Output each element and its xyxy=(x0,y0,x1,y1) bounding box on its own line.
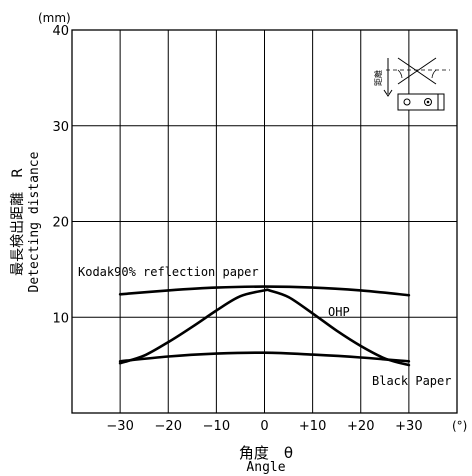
inset-distance-label: 距離 xyxy=(373,70,383,86)
x-tick-label: −30 xyxy=(106,419,133,434)
y-unit: (mm) xyxy=(38,11,71,25)
x-tick-labels: −30 −20 −10 0 +10 +20 +30 xyxy=(106,419,422,434)
y-tick-label: 40 xyxy=(52,24,69,39)
y-tick-label: 30 xyxy=(52,120,69,135)
inset-angle-arc xyxy=(431,69,437,79)
series-line-ohp xyxy=(118,288,411,367)
x-tick-label: −10 xyxy=(203,419,230,434)
grid xyxy=(72,29,457,413)
series-line-kodak xyxy=(118,285,411,297)
inset-emitter-icon xyxy=(403,98,411,106)
plot-area xyxy=(71,29,458,414)
x-axis-label: 角度 θ xyxy=(239,444,293,462)
inset-beam-line xyxy=(397,57,437,85)
inset-receiver-icon xyxy=(424,98,432,106)
x-unit: (°) xyxy=(452,419,467,433)
series-label-ohp: OHP xyxy=(328,305,350,319)
inset-arrowhead xyxy=(383,89,393,97)
inset-receiver-dot xyxy=(426,100,430,104)
y-tick-label: 20 xyxy=(52,216,69,231)
y-axis-label-en: Detecting distance xyxy=(27,151,42,292)
x-tick-label: +20 xyxy=(347,419,374,434)
series-lines xyxy=(118,285,411,367)
y-axis-label: 最長検出距離 R xyxy=(9,168,26,276)
series-label-black-paper: Black Paper xyxy=(372,374,451,388)
series-line-black-paper xyxy=(118,351,411,363)
y-tick-label: 10 xyxy=(52,311,69,326)
sensor-inset-diagram: 距離 xyxy=(373,57,450,111)
x-tick-label: +30 xyxy=(395,419,422,434)
series-label-kodak: Kodak90% reflection paper xyxy=(78,265,259,279)
y-tick-labels: 10 20 30 40 xyxy=(52,24,69,326)
x-tick-label: +10 xyxy=(299,419,326,434)
inset-sensor-mount xyxy=(437,93,445,111)
inset-angle-arc xyxy=(397,69,403,79)
x-tick-label: 0 xyxy=(260,419,268,434)
x-tick-label: −20 xyxy=(155,419,182,434)
x-axis-label-en: Angle xyxy=(246,460,285,475)
